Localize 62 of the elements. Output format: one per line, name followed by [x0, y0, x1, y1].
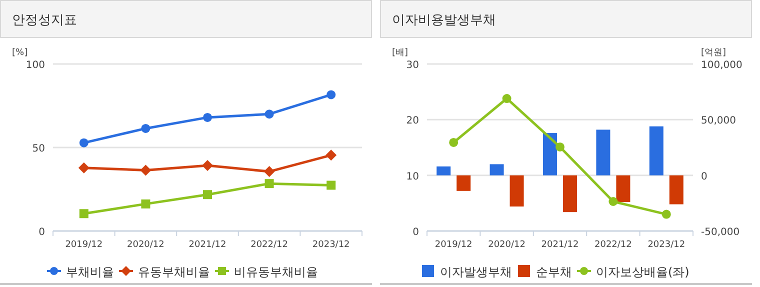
bar	[490, 164, 504, 176]
x-tick-label: 2023/12	[648, 240, 686, 250]
point	[141, 124, 150, 133]
point	[326, 90, 336, 100]
point	[449, 138, 458, 147]
bar	[649, 126, 664, 176]
point	[203, 112, 212, 122]
y-tick-label: 30	[406, 60, 419, 71]
y-axis-title: [배]	[392, 48, 408, 58]
legend-label: 유동부채비율	[138, 265, 210, 279]
chart-title: 이자비용발생부채	[392, 13, 496, 28]
x-tick-label: 2019/12	[65, 240, 103, 250]
point	[203, 190, 212, 200]
y2-tick-label: 0	[701, 171, 708, 182]
point	[608, 196, 618, 206]
x-tick-label: 2021/12	[541, 240, 579, 250]
point	[79, 138, 88, 148]
point	[556, 142, 564, 152]
x-tick-label: 2020/12	[488, 240, 526, 250]
point	[326, 180, 336, 190]
point	[140, 164, 152, 176]
point	[79, 209, 88, 218]
y2-tick-label: 100,000	[701, 60, 742, 71]
bar	[543, 133, 557, 176]
bar	[510, 175, 524, 207]
y-axis-title: [%]	[12, 48, 28, 58]
point	[502, 94, 512, 104]
y-tick-label: 0	[38, 227, 45, 238]
legend-label: 이자발생부채	[440, 265, 512, 279]
bar	[616, 175, 630, 202]
y2-axis-title: [억원]	[701, 48, 726, 58]
bar	[669, 175, 684, 204]
legend-label: 부채비율	[66, 265, 114, 279]
point	[264, 166, 275, 178]
x-tick-label: 2020/12	[127, 240, 164, 250]
x-tick-label: 2022/12	[250, 240, 288, 250]
bar	[563, 175, 577, 212]
y2-tick-label: 50,000	[701, 116, 736, 127]
bar	[436, 166, 451, 176]
point	[202, 160, 213, 172]
point	[326, 150, 337, 161]
y-tick-label: 100	[26, 60, 45, 71]
point	[141, 199, 150, 208]
x-tick-label: 2022/12	[594, 240, 632, 250]
x-tick-label: 2023/12	[312, 240, 350, 250]
point	[662, 210, 671, 219]
legend-label: 이자보상배율(좌)	[596, 265, 690, 279]
point	[264, 110, 274, 119]
chart-title: 안정성지표	[12, 13, 77, 28]
legend-label: 순부채	[536, 265, 572, 279]
y2-tick-label: -50,000	[701, 227, 740, 238]
y-tick-label: 10	[406, 171, 419, 182]
y-tick-label: 0	[412, 227, 419, 238]
point	[78, 162, 90, 174]
x-tick-label: 2021/12	[188, 240, 226, 250]
y-tick-label: 20	[406, 116, 419, 127]
legend-label: 비유동부채비율	[234, 265, 318, 279]
bar	[596, 130, 610, 176]
bar	[456, 175, 471, 191]
x-tick-label: 2019/12	[434, 240, 472, 250]
point	[264, 179, 274, 188]
y-tick-label: 50	[32, 144, 45, 154]
